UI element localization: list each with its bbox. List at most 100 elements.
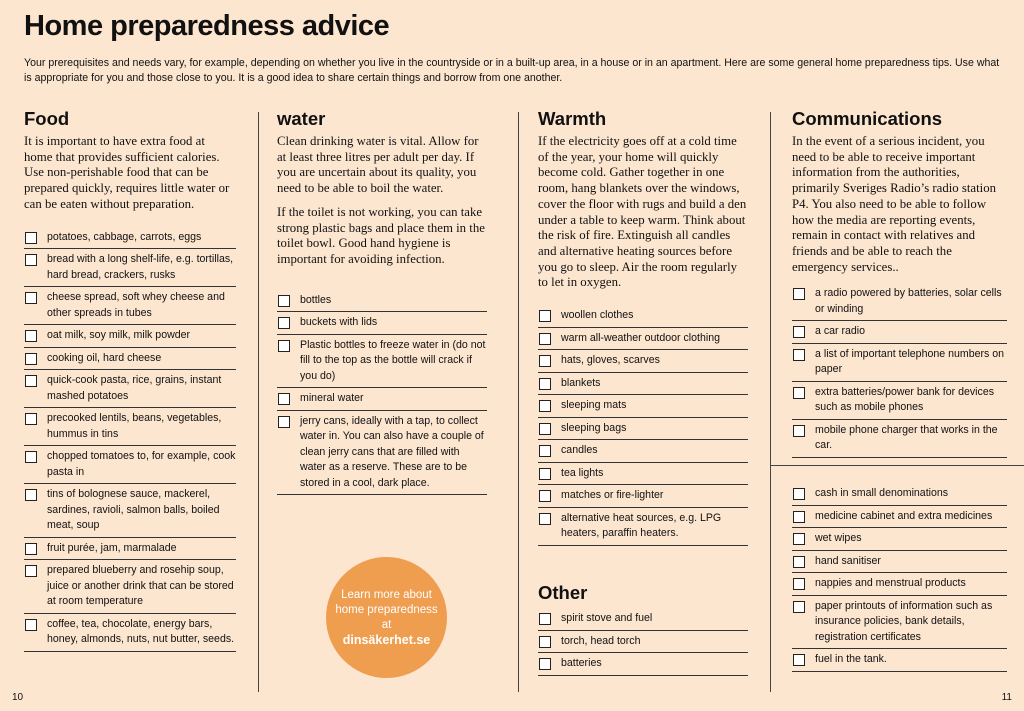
checklist-item: mobile phone charger that works in the c… [792, 420, 1007, 458]
item-text: cooking oil, hard cheese [47, 351, 162, 364]
item-text: extra batteries/power bank for devices s… [815, 385, 995, 414]
checkbox [793, 510, 805, 523]
checklist-item: a car radio [792, 321, 1007, 344]
paragraph: It is important to have extra food at ho… [24, 134, 230, 211]
checklist-item: buckets with lids [277, 312, 487, 335]
checkbox [25, 413, 37, 426]
checkbox [539, 445, 551, 458]
checklist-item: tea lights [538, 463, 748, 486]
paragraph: In the event of a serious incident, you … [792, 134, 997, 274]
checkbox [25, 292, 37, 305]
checklist-item: spirit stove and fuel [538, 608, 748, 631]
column: Warmth If the electricity goes off at a c… [538, 108, 748, 546]
checkbox [278, 294, 290, 307]
checkbox [793, 600, 805, 613]
checklist: spirit stove and fuel torch, head torch ba… [538, 608, 748, 676]
item-text: sleeping bags [561, 421, 627, 434]
checklist-item: sleeping bags [538, 418, 748, 441]
callout-link: dinsäkerhet.se [342, 632, 431, 647]
checklist-item: cash in small denominations [792, 483, 1007, 506]
checkbox [793, 348, 805, 361]
column: Communications In the event of a serious … [792, 108, 1007, 458]
item-text: prepared blueberry and rosehip soup, jui… [47, 564, 234, 608]
item-text: mineral water [300, 392, 364, 405]
divider [770, 465, 1024, 466]
item-text: candles [561, 444, 598, 457]
item-text: matches or fire-lighter [561, 489, 664, 502]
checklist-item: bottles [277, 290, 487, 313]
item-text: cash in small denominations [815, 487, 949, 499]
item-text: woollen clothes [561, 309, 634, 322]
item-text: nappies and menstrual products [815, 577, 966, 589]
checklist-item: Plastic bottles to freeze water in (do n… [277, 335, 487, 389]
checkbox [793, 533, 805, 545]
item-text: precooked lentils, beans, vegetables, hu… [47, 412, 222, 440]
callout-line: home preparedness [335, 603, 438, 616]
checklist-item: a radio powered by batteries, solar cell… [792, 283, 1007, 322]
paragraph: If the toilet is not working, you can ta… [277, 204, 485, 266]
checklist-item: mineral water [277, 388, 487, 411]
item-text: paper printouts of information such as i… [815, 599, 993, 643]
item-text: Plastic bottles to freeze water in (do n… [300, 338, 486, 382]
item-text: quick-cook pasta, rice, grains, instant … [47, 374, 222, 402]
checkbox [278, 339, 290, 352]
checkbox [793, 288, 805, 301]
item-text: torch, head torch [561, 634, 641, 647]
checklist-item: alternative heat sources, e.g. LPG heate… [538, 508, 748, 546]
checkbox [539, 658, 551, 670]
item-text: fruit purée, jam, marmalade [47, 541, 177, 554]
checklist-item: woollen clothes [538, 305, 748, 328]
checkbox [25, 451, 37, 464]
item-text: sleeping mats [561, 399, 627, 412]
callout: Learn more about home preparedness at di… [326, 557, 447, 678]
page-number: 11 [1001, 692, 1012, 703]
checkbox [793, 326, 805, 339]
item-text: blankets [561, 376, 601, 389]
checklist-item: warm all-weather outdoor clothing [538, 328, 748, 351]
section-heading: water [277, 108, 326, 129]
checkbox [539, 377, 551, 390]
checklist-item: extra batteries/power bank for devices s… [792, 382, 1007, 420]
checkbox [539, 355, 551, 368]
item-text: buckets with lids [300, 316, 378, 329]
column: water Clean drinking water is vital. Allo… [277, 108, 487, 496]
checklist-item: bread with a long shelf-life, e.g. torti… [24, 249, 236, 288]
checkbox [25, 618, 37, 631]
checkbox [25, 375, 37, 388]
checklist-item: tins of bolognese sauce, mackerel, sardi… [24, 484, 236, 538]
checklist-item: paper printouts of information such as i… [792, 596, 1007, 649]
item-text: a car radio [815, 325, 866, 338]
checklist-item: batteries [538, 653, 748, 676]
checklist-item: prepared blueberry and rosehip soup, jui… [24, 560, 236, 614]
item-text: chopped tomatoes to, for example, cook p… [47, 450, 236, 478]
checklist-item: wet wipes [792, 528, 1007, 551]
item-text: wet wipes [815, 532, 862, 544]
checkbox [539, 512, 551, 525]
checkbox [539, 635, 551, 648]
column: Other spirit stove and fuel torch, head to… [538, 582, 748, 676]
checkbox [539, 467, 551, 480]
checklist-item: a list of important telephone numbers on… [792, 344, 1007, 382]
section-heading: Warmth [538, 108, 607, 129]
checklist-item: hats, gloves, scarves [538, 350, 748, 373]
checklist-item: jerry cans, ideally with a tap, to colle… [277, 411, 487, 496]
checkbox [793, 578, 805, 590]
item-text: tins of bolognese sauce, mackerel, sardi… [47, 488, 220, 532]
divider [518, 112, 519, 692]
checklist-item: fruit purée, jam, marmalade [24, 538, 236, 561]
item-text: fuel in the tank. [815, 653, 887, 665]
item-text: potatoes, cabbage, carrots, eggs [47, 230, 202, 243]
checklist-item: cheese spread, soft whey cheese and othe… [24, 287, 236, 326]
section-heading: Other [538, 582, 588, 603]
item-text: bread with a long shelf-life, e.g. torti… [47, 253, 234, 281]
checkbox [793, 386, 805, 399]
item-text: hand sanitiser [815, 554, 881, 567]
item-text: alternative heat sources, e.g. LPG heate… [561, 511, 722, 540]
item-text: medicine cabinet and extra medicines [815, 509, 993, 522]
checklist-item: coffee, tea, chocolate, energy bars, hon… [24, 614, 236, 652]
checkbox [793, 488, 805, 500]
checklist: bottles buckets with lids Plastic bottles … [277, 290, 487, 496]
checkbox [793, 555, 805, 568]
checklist-item: blankets [538, 373, 748, 396]
